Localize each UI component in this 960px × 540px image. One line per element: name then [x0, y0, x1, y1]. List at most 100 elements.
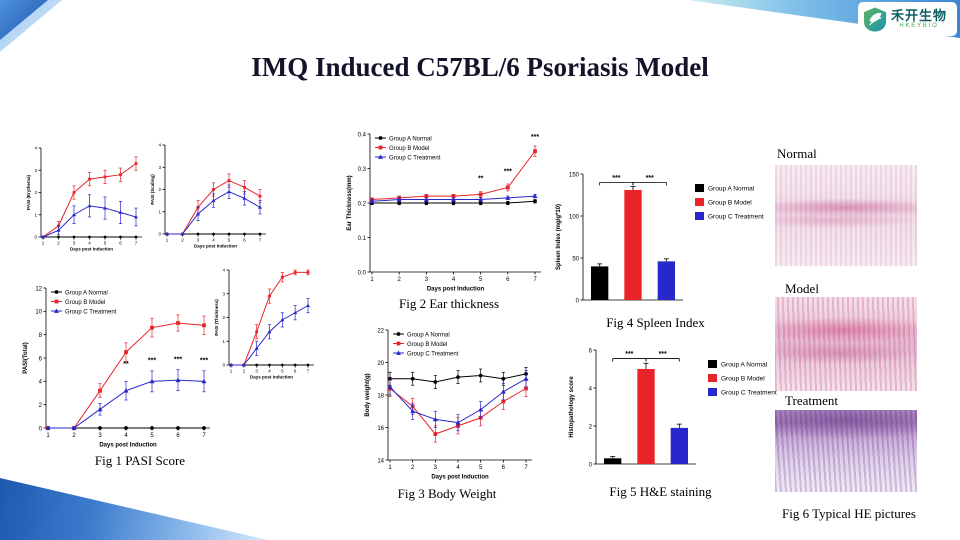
svg-text:Days post Induction: Days post Induction: [427, 287, 485, 293]
svg-text:20: 20: [377, 361, 384, 367]
histology-label-treatment: Treatment: [785, 393, 838, 408]
svg-text:100: 100: [569, 214, 580, 220]
slide-title: IMQ Induced C57BL/6 Psoriasis Model: [251, 52, 709, 82]
histology-label-normal: Normal: [777, 146, 817, 161]
svg-text:4: 4: [268, 369, 271, 374]
svg-text:***: ***: [646, 175, 654, 182]
histology-image-normal: [775, 165, 917, 266]
svg-text:Days post Induction: Days post Induction: [99, 443, 157, 449]
svg-text:***: ***: [200, 358, 208, 365]
fig5-caption: Fig 5 H&E staining: [609, 484, 712, 499]
svg-text:6: 6: [119, 241, 122, 246]
svg-text:0: 0: [34, 235, 37, 240]
svg-text:1: 1: [370, 277, 374, 283]
svg-text:7: 7: [533, 277, 537, 283]
svg-text:0: 0: [39, 426, 43, 432]
svg-text:Days post Induction: Days post Induction: [70, 247, 113, 252]
svg-text:6: 6: [294, 369, 297, 374]
svg-text:1: 1: [46, 433, 50, 439]
svg-text:Group A Normal: Group A Normal: [65, 290, 108, 296]
svg-text:0.2: 0.2: [358, 201, 367, 207]
svg-text:Group B Model: Group B Model: [708, 200, 752, 207]
svg-text:Histopathology score: Histopathology score: [569, 376, 575, 438]
svg-text:50: 50: [572, 256, 579, 262]
svg-text:2: 2: [411, 465, 415, 471]
svg-text:3: 3: [158, 165, 161, 170]
svg-text:***: ***: [625, 351, 633, 358]
svg-text:Days post Induction: Days post Induction: [194, 244, 237, 249]
svg-text:2: 2: [34, 190, 37, 195]
svg-text:4: 4: [212, 238, 215, 243]
svg-text:1: 1: [34, 212, 37, 217]
svg-text:10: 10: [35, 310, 42, 316]
svg-text:PASI (Erythema): PASI (Erythema): [26, 175, 31, 210]
pasi-scaling-chart: 0 1 2 3 4 PASI (Scaling) 1 2 3 4 5 6 7 Days post Indu…: [150, 139, 270, 249]
svg-text:Group A Normal: Group A Normal: [389, 136, 432, 142]
fig3-caption: Fig 3 Body Weight: [397, 486, 497, 501]
svg-text:14: 14: [377, 458, 384, 464]
svg-text:3: 3: [434, 465, 438, 471]
svg-text:***: ***: [504, 169, 512, 176]
svg-text:2: 2: [39, 403, 43, 409]
svg-text:5: 5: [479, 277, 483, 283]
svg-text:PASI (Thickness): PASI (Thickness): [214, 299, 219, 336]
svg-text:1: 1: [230, 369, 233, 374]
svg-text:1: 1: [222, 339, 225, 344]
svg-text:0.0: 0.0: [358, 270, 367, 276]
pasi-erythema-chart: 0 1 2 3 4 PASI (Erythema) 1 2 3 4 5 6 7 Days post Ind…: [26, 142, 146, 252]
svg-text:4: 4: [452, 277, 456, 283]
svg-text:5: 5: [150, 433, 154, 439]
body-weight-chart: 14 16 18 20 22 Body weight(g) 1 2 3 4 5 6 7 Days post…: [362, 324, 540, 480]
logo-text: 禾开生物 HKEYBIO: [891, 8, 947, 30]
svg-text:6: 6: [506, 277, 510, 283]
svg-text:2: 2: [158, 187, 161, 192]
svg-text:0: 0: [576, 298, 580, 304]
svg-text:5: 5: [479, 465, 483, 471]
fig1-caption: Fig 1 PASI Score: [94, 453, 186, 468]
fig2-caption: Fig 2 Ear thickness: [398, 296, 499, 311]
svg-text:150: 150: [569, 172, 580, 178]
svg-text:7: 7: [259, 238, 262, 243]
svg-text:3: 3: [73, 241, 76, 246]
svg-text:7: 7: [202, 433, 206, 439]
svg-text:4: 4: [124, 433, 128, 439]
svg-text:5: 5: [104, 241, 107, 246]
svg-text:7: 7: [524, 465, 528, 471]
svg-text:5: 5: [228, 238, 231, 243]
svg-text:2: 2: [181, 238, 184, 243]
company-logo: 禾开生物 HKEYBIO: [858, 2, 957, 36]
svg-text:3: 3: [222, 291, 225, 296]
svg-text:7: 7: [135, 241, 138, 246]
svg-text:1: 1: [166, 238, 169, 243]
svg-text:Group C Treatment: Group C Treatment: [708, 214, 764, 221]
svg-text:3: 3: [425, 277, 429, 283]
svg-text:Days post Induction: Days post Induction: [250, 375, 293, 380]
svg-text:Group C Treatment: Group C Treatment: [65, 309, 117, 315]
corner-decoration-bottom-left: [0, 478, 268, 540]
svg-text:18: 18: [377, 393, 384, 399]
svg-text:3: 3: [197, 238, 200, 243]
svg-text:***: ***: [148, 358, 156, 365]
svg-text:0.4: 0.4: [358, 132, 367, 138]
svg-text:Group B Model: Group B Model: [389, 146, 429, 152]
svg-text:2: 2: [243, 369, 246, 374]
svg-text:4: 4: [88, 241, 91, 246]
svg-text:Body weight(g): Body weight(g): [365, 373, 371, 416]
svg-text:12: 12: [35, 286, 42, 292]
svg-text:2: 2: [72, 433, 76, 439]
svg-text:16: 16: [377, 426, 384, 432]
svg-text:Group B Model: Group B Model: [65, 300, 105, 306]
svg-text:4: 4: [39, 380, 43, 386]
svg-text:4: 4: [589, 386, 593, 392]
fig6-caption: Fig 6 Typical HE pictures: [782, 506, 916, 521]
svg-text:2: 2: [57, 241, 60, 246]
logo-shield-icon: [863, 7, 887, 31]
svg-text:Group A Normal: Group A Normal: [407, 332, 450, 338]
svg-text:6: 6: [39, 356, 43, 362]
svg-text:***: ***: [612, 175, 620, 182]
svg-text:PASI(Total): PASI(Total): [23, 342, 29, 373]
svg-text:6: 6: [243, 238, 246, 243]
corner-decoration-top-left: [0, 0, 48, 40]
svg-text:1: 1: [42, 241, 45, 246]
svg-text:0.3: 0.3: [358, 167, 367, 173]
